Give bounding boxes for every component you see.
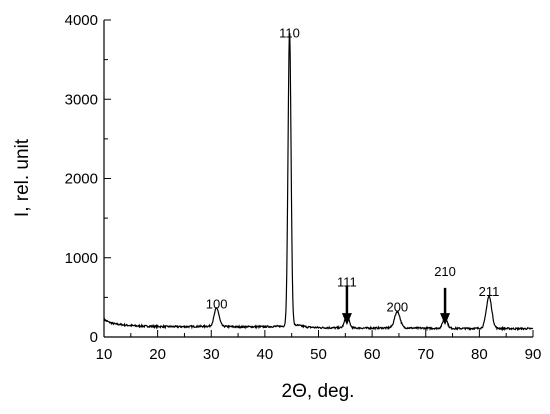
x-tick-label: 50: [310, 346, 327, 363]
y-tick-label: 4000: [65, 12, 98, 29]
ticks: [103, 19, 534, 338]
diffraction-pattern-line: [103, 32, 534, 332]
peak-arrow: [440, 287, 451, 326]
x-tick-label: 90: [525, 346, 542, 363]
x-tick-label: 40: [257, 346, 274, 363]
y-tick-label: 0: [90, 329, 98, 346]
peak-label: 210: [434, 264, 456, 279]
y-tick-label: 3000: [65, 91, 98, 108]
x-axis-title: 2Θ, deg.: [282, 381, 355, 402]
y-tick-label: 2000: [65, 171, 98, 188]
y-tick-label: 1000: [65, 250, 98, 267]
x-tick-label: 20: [149, 346, 166, 363]
x-tick-label: 80: [471, 346, 488, 363]
x-tick-label: 70: [417, 346, 434, 363]
peak-arrow: [341, 286, 352, 326]
x-tick-label: 10: [96, 346, 113, 363]
peak-labels: 100 110 111 200 210 211: [206, 25, 500, 314]
peak-label: 110: [279, 25, 300, 40]
peak-label: 200: [386, 300, 408, 315]
x-tick-label: 30: [203, 346, 220, 363]
peak-label: 211: [479, 284, 500, 299]
axes: [103, 20, 533, 338]
peak-label: 111: [337, 274, 357, 289]
y-axis-title: I, rel. unit: [12, 138, 33, 217]
x-tick-label: 60: [364, 346, 381, 363]
tick-labels: 10 20 30 40 50 60 70 80 90 0 1000 2000 3000 4000: [65, 12, 542, 363]
peak-arrows: [341, 286, 451, 326]
peak-label: 100: [206, 296, 228, 311]
